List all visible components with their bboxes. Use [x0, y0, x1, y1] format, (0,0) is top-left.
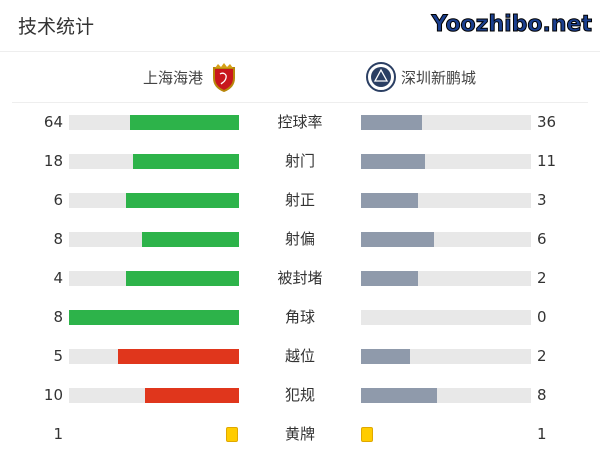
away-bar: [361, 232, 531, 247]
stat-row: 1 黄牌 1: [0, 424, 600, 444]
away-bar: [361, 115, 531, 130]
away-team[interactable]: 深圳新鹏城: [366, 62, 477, 92]
away-bar: [361, 271, 531, 286]
away-team-crest-icon: [366, 62, 396, 92]
home-value: 8: [53, 230, 63, 248]
stat-label: 黄牌: [284, 425, 315, 443]
home-bar-fill: [125, 193, 239, 208]
home-bar-fill: [130, 115, 239, 130]
divider: [0, 51, 600, 52]
away-bar: [361, 193, 531, 208]
home-bar: [69, 310, 239, 325]
home-value: 18: [43, 152, 63, 170]
stat-row: 18 射门 11: [0, 151, 600, 171]
home-bar-fill: [133, 154, 239, 169]
divider: [12, 102, 588, 103]
home-value: 4: [53, 269, 63, 287]
home-value: 1: [53, 425, 63, 443]
away-value: 11: [537, 152, 557, 170]
home-bar-fill: [144, 388, 239, 403]
stat-label: 射正: [284, 191, 315, 209]
home-bar: [69, 232, 239, 247]
home-team-crest-icon: [213, 63, 236, 92]
away-bar: [361, 349, 531, 364]
away-bar-fill: [361, 232, 434, 247]
home-bar-fill: [117, 349, 239, 364]
home-bar-fill: [69, 310, 239, 325]
yellow-card-icon: [226, 427, 238, 442]
yellow-card-icon: [361, 427, 373, 442]
stat-label: 射门: [284, 152, 315, 170]
away-value: 36: [537, 113, 557, 131]
home-bar-fill: [141, 232, 239, 247]
away-bar-fill: [361, 271, 418, 286]
away-bar: [361, 154, 531, 169]
home-value: 5: [53, 347, 63, 365]
away-value: 6: [537, 230, 547, 248]
home-value: 10: [43, 386, 63, 404]
home-bar: [69, 115, 239, 130]
watermark: Yoozhibo.net: [431, 12, 592, 38]
away-bar-fill: [361, 388, 437, 403]
stat-row: 64 控球率 36: [0, 112, 600, 132]
away-team-name: 深圳新鹏城: [401, 68, 477, 87]
home-bar: [69, 154, 239, 169]
away-bar-fill: [361, 115, 423, 130]
home-value: 8: [53, 308, 63, 326]
away-value: 2: [537, 347, 547, 365]
stat-label: 越位: [284, 347, 315, 365]
away-value: 3: [537, 191, 547, 209]
home-bar-fill: [125, 271, 239, 286]
stat-row: 8 射偏 6: [0, 229, 600, 249]
away-value: 8: [537, 386, 547, 404]
stat-row: 6 射正 3: [0, 190, 600, 210]
home-bar: [69, 193, 239, 208]
home-bar: [69, 271, 239, 286]
stat-row: 10 犯规 8: [0, 385, 600, 405]
page-title: 技术统计: [18, 16, 95, 38]
stat-row: 5 越位 2: [0, 346, 600, 366]
away-value: 2: [537, 269, 547, 287]
home-team-name: 上海海港: [143, 68, 204, 87]
stat-label: 控球率: [277, 113, 323, 131]
away-bar: [361, 310, 531, 325]
away-value: 1: [537, 425, 547, 443]
home-value: 6: [53, 191, 63, 209]
stat-label: 角球: [284, 308, 315, 326]
stat-row: 8 角球 0: [0, 307, 600, 327]
home-team[interactable]: 上海海港: [143, 63, 237, 92]
away-value: 0: [537, 308, 547, 326]
away-bar: [361, 388, 531, 403]
away-bar-fill: [361, 349, 410, 364]
stat-row: 4 被封堵 2: [0, 268, 600, 288]
home-bar: [69, 388, 239, 403]
stat-label: 射偏: [284, 230, 315, 248]
away-bar-fill: [361, 154, 426, 169]
stat-label: 犯规: [284, 386, 315, 404]
away-bar-fill: [361, 193, 418, 208]
home-bar: [69, 349, 239, 364]
stat-label: 被封堵: [277, 269, 323, 287]
home-value: 64: [43, 113, 63, 131]
